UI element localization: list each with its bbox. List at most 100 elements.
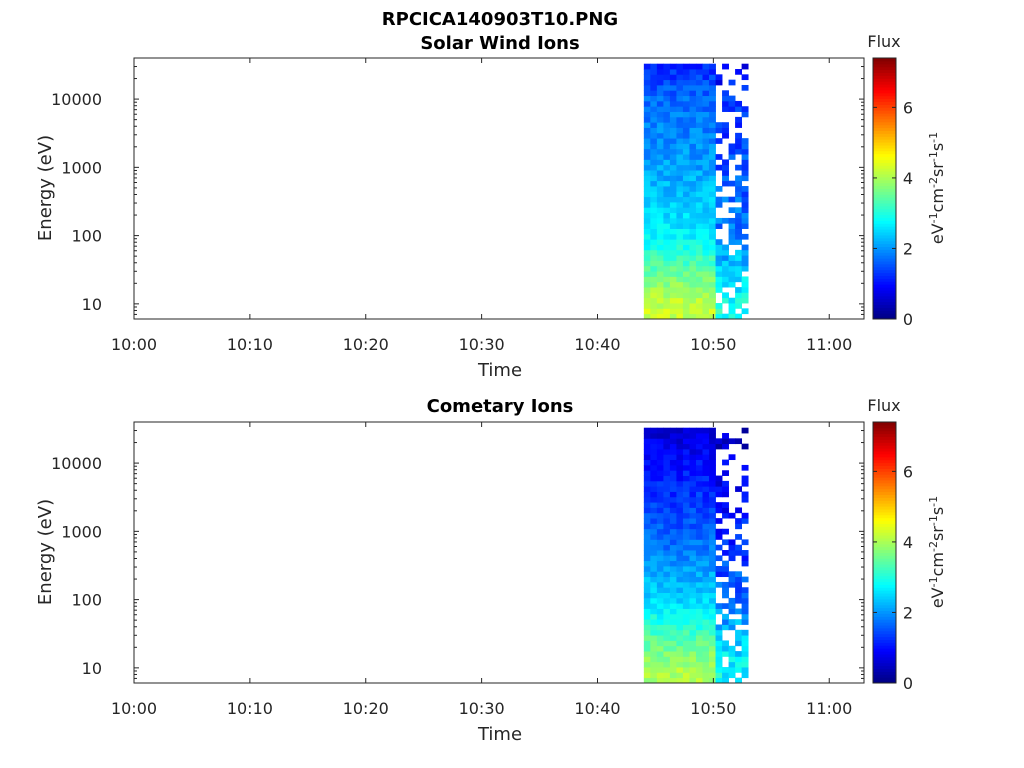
colorbar-segment xyxy=(873,197,896,201)
heatmap-cell xyxy=(722,244,729,251)
y-tick-label: 1000 xyxy=(61,522,102,541)
colorbar-segment xyxy=(873,171,896,175)
heatmap-cell xyxy=(656,212,664,219)
heatmap-cell xyxy=(695,565,703,572)
heatmap-cell xyxy=(663,507,671,514)
heatmap-cell xyxy=(735,597,743,604)
heatmap-cell xyxy=(709,74,716,81)
colorbar-segment xyxy=(873,520,896,524)
colorbar-segment xyxy=(873,659,896,664)
colorbar-segment xyxy=(873,272,896,276)
heatmap-cell xyxy=(669,597,677,604)
heatmap-cell xyxy=(695,276,703,283)
colorbar-segment xyxy=(873,567,896,571)
heatmap-cell xyxy=(656,201,664,208)
heatmap-cell xyxy=(682,560,690,567)
heatmap-cell xyxy=(702,502,710,508)
heatmap-cell xyxy=(702,459,710,466)
heatmap-cell xyxy=(689,111,697,118)
heatmap-cell xyxy=(663,212,671,219)
heatmap-cell xyxy=(643,475,651,482)
heatmap-cell xyxy=(682,170,690,176)
heatmap-cell xyxy=(650,148,658,155)
heatmap-cell xyxy=(735,518,743,524)
heatmap-cell xyxy=(669,656,677,663)
heatmap-cell xyxy=(702,271,710,277)
colorbar-segment xyxy=(873,636,896,640)
heatmap-cell xyxy=(702,448,710,455)
heatmap-cell xyxy=(702,528,710,535)
heatmap-cell xyxy=(676,661,684,668)
heatmap-cell xyxy=(728,143,736,150)
heatmap-cell xyxy=(669,180,677,187)
heatmap-cell xyxy=(682,576,690,583)
heatmap-cell xyxy=(669,276,677,283)
heatmap-cell xyxy=(695,180,703,187)
heatmap-cell xyxy=(695,308,703,315)
heatmap-cell xyxy=(709,116,716,123)
heatmap-cell xyxy=(663,138,671,144)
heatmap-cell xyxy=(709,79,716,86)
heatmap-cell xyxy=(689,433,697,439)
colorbar-segment xyxy=(873,246,896,250)
heatmap-cell xyxy=(650,592,658,599)
heatmap-cell xyxy=(722,170,729,176)
heatmap-cell xyxy=(676,100,684,107)
colorbar-segment xyxy=(873,485,896,490)
heatmap-cell xyxy=(676,154,684,160)
heatmap-cell xyxy=(689,90,697,97)
heatmap-cell xyxy=(650,629,658,636)
heatmap-cell xyxy=(695,196,703,203)
colorbar-segment xyxy=(873,581,896,585)
heatmap-cell xyxy=(689,486,697,492)
heatmap-cell xyxy=(650,186,658,192)
colorbar-tick-label: 2 xyxy=(903,603,913,622)
heatmap-cell xyxy=(643,603,651,609)
heatmap-cell xyxy=(643,635,651,641)
heatmap-cell xyxy=(682,228,690,235)
heatmap-cell xyxy=(709,550,716,556)
heatmap-cell xyxy=(682,507,690,514)
heatmap-cell xyxy=(695,629,703,636)
heatmap-cell xyxy=(689,143,697,150)
heatmap-cell xyxy=(656,581,664,588)
heatmap-cell xyxy=(695,443,703,450)
heatmap-cell xyxy=(643,170,651,176)
colorbar-segment xyxy=(873,290,896,294)
heatmap-cell xyxy=(722,512,729,519)
heatmap-cell xyxy=(643,260,651,267)
heatmap-cell xyxy=(650,201,658,208)
colorbar-segment xyxy=(873,514,896,519)
heatmap-cell xyxy=(709,491,716,498)
heatmap-cell xyxy=(663,464,671,471)
heatmap-cell xyxy=(643,207,651,214)
heatmap-cell xyxy=(650,180,658,187)
heatmap-cell xyxy=(689,603,697,609)
heatmap-cell xyxy=(643,191,651,198)
heatmap-cell xyxy=(709,164,716,171)
heatmap-cell xyxy=(709,313,716,320)
heatmap-cell xyxy=(643,576,651,583)
heatmap-cell xyxy=(650,603,658,609)
heatmap-cell xyxy=(682,480,690,487)
heatmap-cell xyxy=(682,528,690,535)
colorbar-segment xyxy=(873,532,896,536)
heatmap-cell xyxy=(695,544,703,551)
heatmap-cell xyxy=(669,512,677,519)
heatmap-cell xyxy=(689,459,697,466)
heatmap-cell xyxy=(650,581,658,588)
heatmap-cell xyxy=(695,244,703,251)
colorbar-segment xyxy=(873,162,896,166)
heatmap-cell xyxy=(676,438,684,445)
heatmap-cell xyxy=(695,597,703,604)
heatmap-cell xyxy=(656,228,664,235)
x-tick-label: 11:00 xyxy=(806,335,852,354)
heatmap-cell xyxy=(676,427,684,434)
heatmap-cell xyxy=(715,480,723,487)
heatmap-cell xyxy=(722,175,729,182)
heatmap-cell xyxy=(702,672,710,679)
heatmap-cell xyxy=(663,303,671,309)
colorbar-segment xyxy=(873,480,896,484)
heatmap-cell xyxy=(715,656,723,663)
heatmap-cell xyxy=(735,297,743,304)
